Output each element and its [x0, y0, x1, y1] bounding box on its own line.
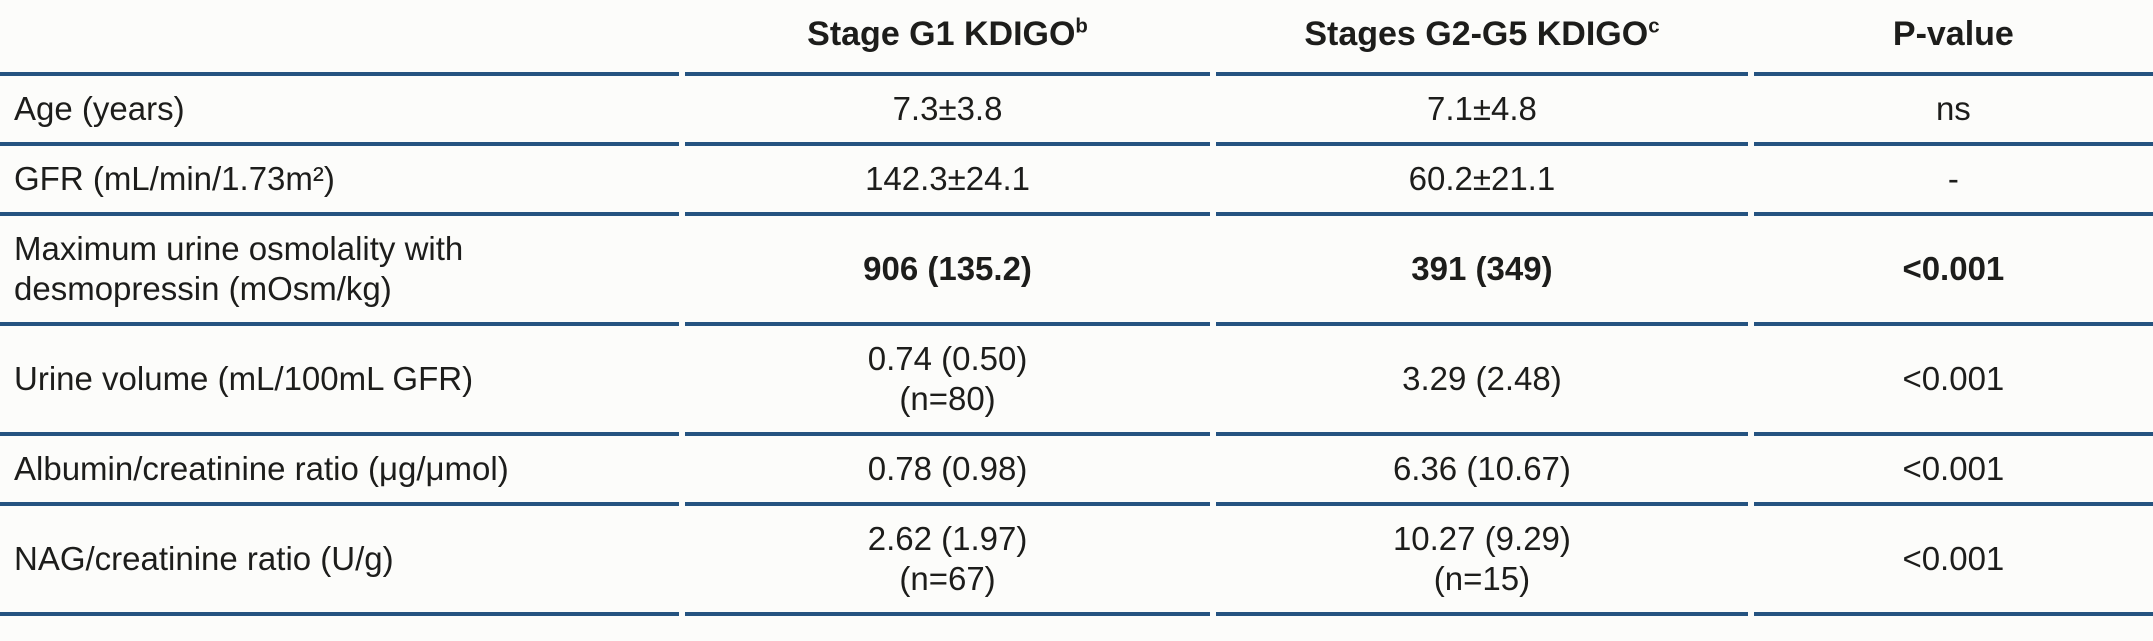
column-header-stages-g2-g5: Stages G2-G5 KDIGOc: [1216, 4, 1748, 76]
footnote-marker-b: b: [1075, 15, 1088, 38]
g2g5-value-cell: 7.1±4.8: [1216, 76, 1748, 146]
footnote-marker-c: c: [1648, 15, 1660, 38]
row-label: Maximum urine osmolality with desmopress…: [0, 216, 679, 326]
table-row-osmolality: Maximum urine osmolality with desmopress…: [0, 216, 2153, 326]
table-row-urine-volume: Urine volume (mL/100mL GFR) 0.74 (0.50) …: [0, 326, 2153, 436]
column-header-stage-g1-text: Stage G1 KDIGO: [807, 15, 1076, 53]
g1-value-cell: 142.3±24.1: [684, 146, 1211, 216]
p-value-cell: <0.001: [1753, 326, 2153, 436]
g2g5-value-cell: 3.29 (2.48): [1216, 326, 1748, 436]
column-header-stages-g2-g5-text: Stages G2-G5 KDIGO: [1304, 15, 1649, 53]
p-value-cell: <0.001: [1753, 506, 2153, 616]
row-label: Age (years): [0, 76, 679, 146]
g2g5-value-cell: 60.2±21.1: [1216, 146, 1748, 216]
row-label: Urine volume (mL/100mL GFR): [0, 326, 679, 436]
column-header-empty: [0, 4, 679, 76]
g1-value-cell: 7.3±3.8: [684, 76, 1211, 146]
table-row-nag-creatinine: NAG/creatinine ratio (U/g) 2.62 (1.97) (…: [0, 506, 2153, 616]
p-value-cell: <0.001: [1753, 436, 2153, 506]
row-label: Albumin/creatinine ratio (μg/μmol): [0, 436, 679, 506]
g2g5-value-cell: 391 (349): [1216, 216, 1748, 326]
p-value-cell: <0.001: [1753, 216, 2153, 326]
g2g5-value-cell: 10.27 (9.29) (n=15): [1216, 506, 1748, 616]
column-header-stage-g1: Stage G1 KDIGOb: [684, 4, 1211, 76]
row-label: GFR (mL/min/1.73m²): [0, 146, 679, 216]
p-value-cell: -: [1753, 146, 2153, 216]
row-label: NAG/creatinine ratio (U/g): [0, 506, 679, 616]
table-row-albumin-creatinine: Albumin/creatinine ratio (μg/μmol) 0.78 …: [0, 436, 2153, 506]
column-header-p-value: P-value: [1753, 4, 2153, 76]
g1-value-cell: 0.74 (0.50) (n=80): [684, 326, 1211, 436]
table-row-gfr: GFR (mL/min/1.73m²) 142.3±24.1 60.2±21.1…: [0, 146, 2153, 216]
g1-value-cell: 0.78 (0.98): [684, 436, 1211, 506]
comparison-table: Stage G1 KDIGOb Stages G2-G5 KDIGOc P-va…: [0, 4, 2153, 616]
g1-value-cell: 2.62 (1.97) (n=67): [684, 506, 1211, 616]
g1-value-cell: 906 (135.2): [684, 216, 1211, 326]
p-value-cell: ns: [1753, 76, 2153, 146]
g2g5-value-cell: 6.36 (10.67): [1216, 436, 1748, 506]
table-row-age: Age (years) 7.3±3.8 7.1±4.8 ns: [0, 76, 2153, 146]
header-row: Stage G1 KDIGOb Stages G2-G5 KDIGOc P-va…: [0, 4, 2153, 76]
